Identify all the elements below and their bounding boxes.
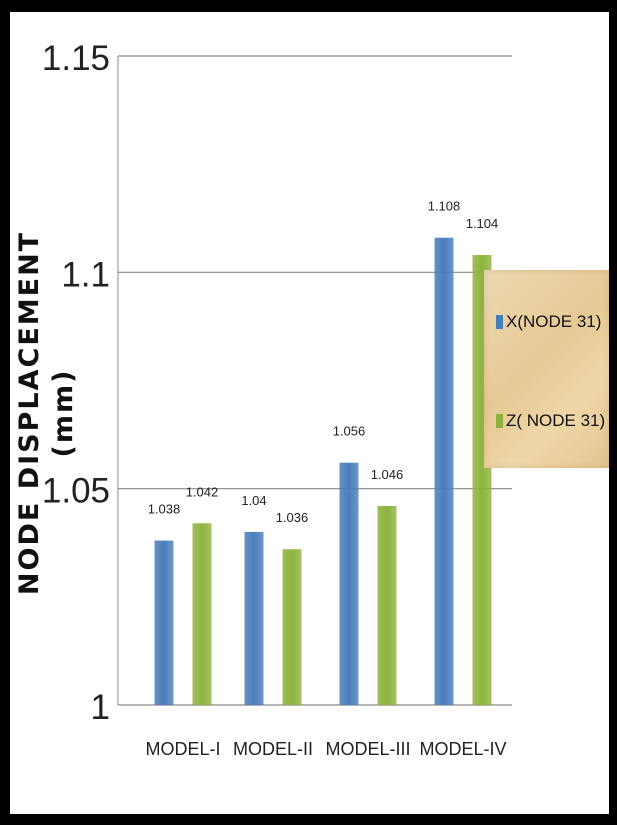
y-axis-title-line1: NODE DISPLACEMENT <box>14 230 45 596</box>
y-tick-label: 1.05 <box>42 472 110 511</box>
data-label: 1.042 <box>186 484 219 499</box>
data-labels: 1.038 1.042 1.04 1.036 1.056 1.046 1.108 1.104 <box>148 199 499 526</box>
legend-item-z: Z( NODE 31) <box>496 411 605 431</box>
bar-x-model-iv <box>434 237 454 705</box>
data-label: 1.108 <box>428 199 461 214</box>
y-tick-label: 1.15 <box>42 39 110 78</box>
bar-x-model-iii <box>339 462 359 705</box>
x-tick-label: MODEL-IV <box>419 739 506 759</box>
x-tick-label: MODEL-II <box>233 739 313 759</box>
data-label: 1.036 <box>276 510 309 525</box>
legend-swatch-x <box>496 315 503 329</box>
x-axis-ticks: MODEL-I MODEL-II MODEL-III MODEL-IV <box>145 739 506 759</box>
legend-label-z: Z( NODE 31) <box>506 411 606 430</box>
y-tick-label: 1.1 <box>61 255 110 294</box>
legend-label-x: X(NODE 31) <box>506 312 602 331</box>
x-tick-label: MODEL-III <box>325 739 410 759</box>
legend: X(NODE 31) Z( NODE 31) <box>484 270 609 468</box>
data-label: 1.038 <box>148 502 181 517</box>
bar-x-model-ii <box>244 531 264 705</box>
y-axis-title-line2: (mm) <box>48 368 79 458</box>
data-label: 1.104 <box>466 216 499 231</box>
bar-x-model-i <box>154 540 174 705</box>
data-label: 1.04 <box>241 493 266 508</box>
y-tick-label: 1 <box>91 688 110 727</box>
bars <box>154 237 492 705</box>
data-label: 1.046 <box>371 467 404 482</box>
y-axis-ticks: 1 1.05 1.1 1.15 <box>42 39 110 727</box>
data-label: 1.056 <box>333 424 366 439</box>
legend-item-x: X(NODE 31) <box>496 312 601 332</box>
bar-z-model-iii <box>377 505 397 705</box>
legend-swatch-z <box>496 414 503 428</box>
x-tick-label: MODEL-I <box>145 739 220 759</box>
bar-z-model-ii <box>282 549 302 705</box>
y-axis-title: NODE DISPLACEMENT (mm) <box>13 231 81 595</box>
bar-z-model-i <box>192 523 212 705</box>
